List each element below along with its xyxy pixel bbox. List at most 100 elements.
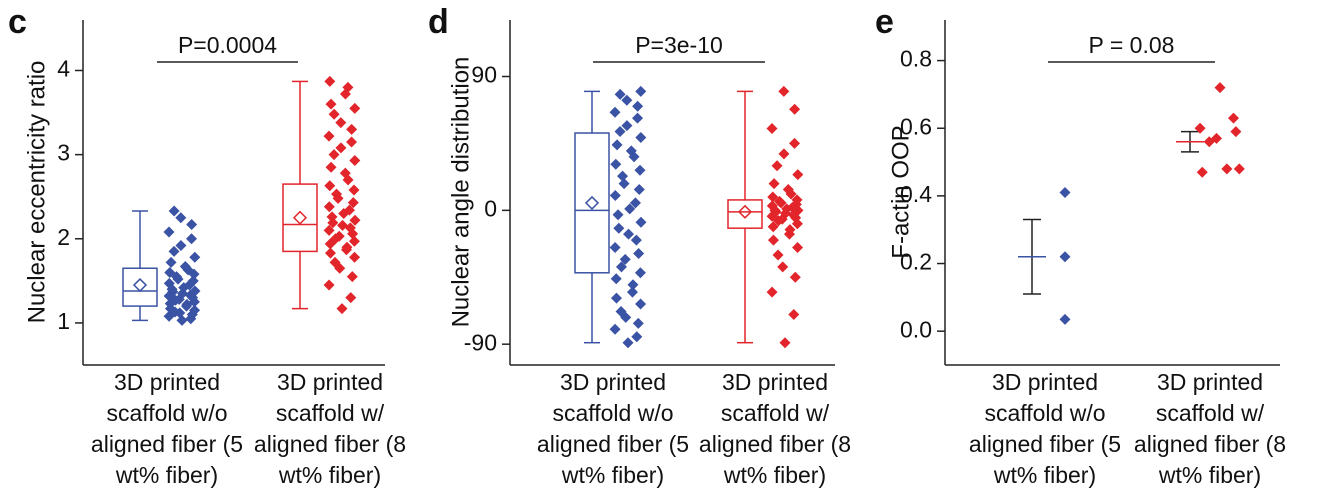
p-value: P=3e-10 — [635, 32, 723, 58]
data-point — [609, 189, 621, 201]
data-point — [189, 251, 201, 263]
p-value: P = 0.08 — [1089, 32, 1175, 58]
data-point — [179, 261, 191, 273]
data-point — [618, 178, 630, 190]
data-point — [782, 184, 794, 196]
mean-marker — [132, 278, 148, 293]
mean-marker — [737, 204, 753, 219]
data-point — [168, 245, 180, 257]
data-point — [325, 98, 337, 110]
data-point — [342, 81, 354, 93]
y-tick-label: 0.0 — [900, 316, 932, 342]
data-point — [619, 253, 631, 265]
data-point — [345, 292, 357, 304]
data-point — [789, 103, 801, 115]
data-point — [627, 279, 639, 291]
y-tick-label: 2 — [57, 224, 70, 250]
data-point — [1228, 112, 1240, 124]
data-point — [778, 148, 790, 160]
data-point — [1221, 163, 1233, 175]
data-point — [1059, 187, 1071, 198]
data-point — [771, 160, 783, 172]
data-point — [610, 292, 622, 304]
data-point — [323, 279, 335, 291]
data-point — [333, 230, 345, 242]
data-point — [611, 139, 623, 151]
p-value: P=0.0004 — [178, 32, 277, 58]
data-point — [615, 305, 627, 317]
data-point — [610, 273, 622, 285]
y-tick-label: 0.4 — [900, 181, 932, 207]
data-point — [1059, 313, 1071, 325]
y-axis-label: Nuclear eccentricity ratio — [23, 61, 50, 324]
panel-label: e — [875, 3, 894, 41]
data-point — [609, 242, 621, 254]
data-point — [774, 195, 786, 207]
data-point — [789, 137, 801, 149]
data-point — [1196, 166, 1208, 178]
data-point — [346, 123, 358, 135]
data-point — [329, 256, 341, 268]
data-point — [346, 136, 358, 148]
x-tick-label: 3D printed scaffold w/o aligned fiber (5… — [968, 369, 1122, 488]
y-tick-label: 0 — [484, 195, 497, 221]
data-point — [343, 204, 355, 216]
panel-label: c — [8, 3, 27, 41]
data-point — [634, 164, 646, 176]
data-point — [341, 241, 353, 253]
data-point — [323, 224, 335, 236]
data-point — [632, 100, 644, 112]
y-axis-label: F-actin OOP — [887, 125, 914, 258]
data-point — [186, 233, 198, 245]
data-point — [163, 226, 175, 238]
data-point — [635, 131, 647, 143]
data-point — [609, 106, 621, 118]
data-point — [772, 249, 784, 261]
data-point — [767, 234, 779, 246]
data-point — [632, 317, 644, 329]
data-point — [337, 219, 349, 231]
data-point — [633, 184, 645, 196]
data-point — [189, 285, 201, 297]
data-point — [187, 275, 199, 287]
data-point — [612, 209, 624, 221]
data-point — [624, 203, 636, 215]
data-point — [331, 188, 343, 200]
data-point — [626, 286, 638, 298]
data-point — [629, 197, 641, 209]
x-tick-label: 3D printed scaffold w/o aligned fiber (5… — [536, 369, 690, 488]
data-point — [623, 228, 635, 240]
x-tick-label: 3D printed scaffold w/o aligned fiber (5… — [90, 369, 244, 488]
data-point — [326, 211, 338, 223]
data-point — [323, 201, 335, 213]
data-point — [621, 120, 633, 132]
data-point — [610, 158, 622, 170]
data-point — [617, 170, 629, 182]
data-point — [186, 218, 198, 230]
y-tick-label: 4 — [57, 56, 70, 82]
x-tick-label: 3D printed scaffold w/ aligned fiber (8 … — [1133, 369, 1287, 488]
y-tick-label: 0.8 — [900, 46, 932, 72]
y-axis-label: Nuclear angle distribution — [447, 57, 474, 328]
data-point — [164, 266, 176, 278]
data-point — [614, 126, 626, 138]
data-point — [349, 251, 361, 263]
data-point — [347, 197, 359, 209]
data-point — [614, 88, 626, 100]
data-point — [621, 94, 633, 106]
data-point — [328, 108, 340, 120]
y-tick-label: 0.2 — [900, 249, 932, 275]
box — [282, 183, 318, 253]
data-point — [635, 216, 647, 228]
data-point — [779, 337, 791, 349]
data-point — [348, 184, 360, 196]
data-point — [336, 303, 348, 315]
data-point — [632, 112, 644, 124]
data-point — [622, 337, 634, 349]
data-point — [346, 271, 358, 283]
data-point — [768, 178, 780, 190]
data-point — [165, 256, 177, 268]
mean-marker — [292, 210, 308, 225]
data-point — [175, 240, 187, 252]
mean-marker — [584, 195, 600, 210]
